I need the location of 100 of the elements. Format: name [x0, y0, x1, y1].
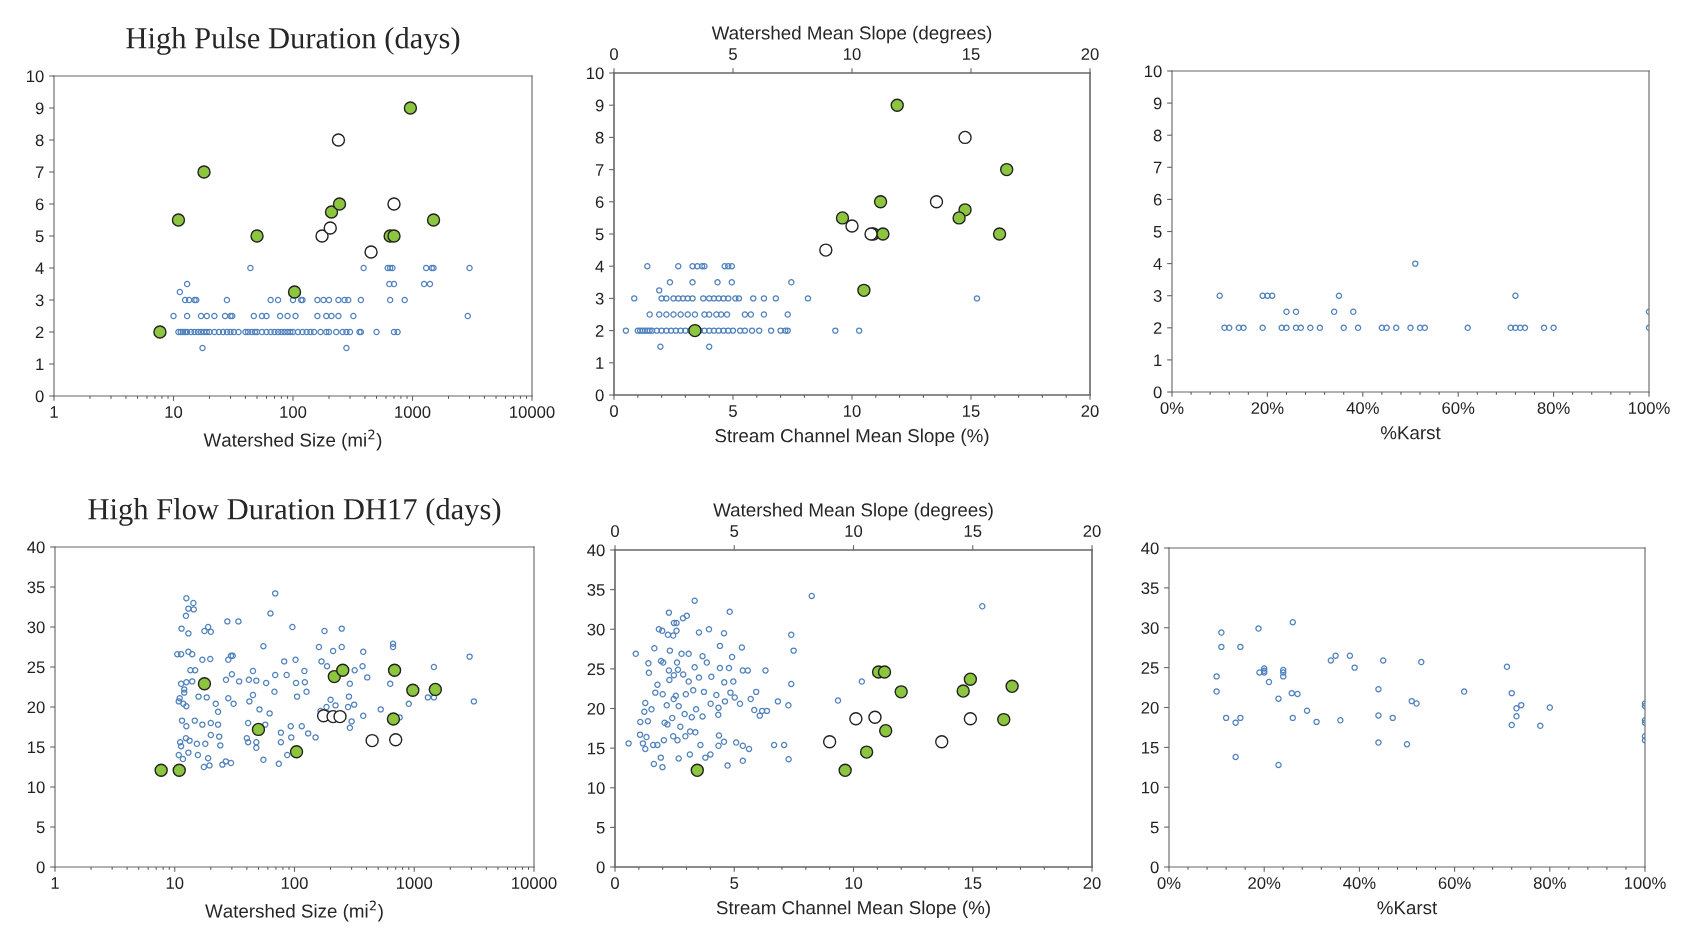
y-tick-label: 5: [1153, 226, 1162, 238]
y-tick-label: 35: [587, 584, 605, 596]
x-tick-label: 5: [729, 405, 737, 417]
y-tick-label: 40: [1141, 542, 1159, 555]
y-tick-label: 8: [1153, 129, 1162, 142]
y-tick-label: 9: [35, 102, 44, 115]
y-tick-label: 35: [27, 581, 45, 594]
chart-title: High Flow Duration DH17 (days): [88, 498, 501, 526]
y-tick-label: 0: [595, 389, 604, 402]
y-tick-label: 40: [27, 541, 45, 554]
x-tick-label: 0%: [1160, 402, 1184, 414]
x-tick-label: 60%: [1438, 877, 1471, 889]
x-tick-label: 15: [964, 877, 982, 889]
x-tick-label: 1: [50, 406, 58, 418]
x-tick-label: 100%: [1624, 877, 1666, 889]
y-tick-label: 4: [35, 262, 44, 275]
x2-tick-label: 5: [730, 525, 739, 537]
y-tick-label: 6: [35, 198, 44, 211]
x-tick-label: 20: [1083, 877, 1101, 889]
y-tick-label: 6: [1153, 193, 1162, 206]
x2-tick-label: 0: [611, 525, 619, 537]
x-tick-label: 15: [963, 405, 980, 417]
x-tick-label: 10: [844, 405, 861, 417]
y-tick-label: 5: [596, 821, 605, 834]
y-tick-label: 25: [27, 661, 45, 674]
chart-title: High Pulse Duration (days): [126, 27, 460, 55]
y-tick-label: 7: [35, 166, 44, 179]
y-tick-label: 0: [1150, 861, 1159, 874]
x-tick-label: 40%: [1346, 402, 1379, 414]
x-tick-label: 10000: [512, 877, 557, 889]
x-tick-label: 10: [166, 877, 184, 889]
y-tick-label: 10: [1145, 65, 1162, 78]
y-tick-label: 20: [587, 702, 605, 715]
y-tick-label: 25: [1141, 662, 1159, 674]
y-tick-label: 0: [35, 390, 44, 403]
y-tick-label: 3: [1153, 290, 1162, 302]
y-tick-label: 4: [1153, 258, 1162, 270]
y-tick-label: 30: [587, 623, 605, 636]
x-axis-title: %Karst: [1377, 901, 1438, 915]
y-tick-label: 2: [35, 326, 44, 339]
y-tick-label: 20: [1141, 701, 1159, 714]
x2-tick-label: 10: [844, 48, 861, 60]
y-tick-label: 0: [1153, 386, 1162, 399]
x2-tick-label: 5: [729, 48, 737, 60]
x-tick-label: 10: [165, 406, 183, 418]
y-tick-label: 6: [595, 196, 604, 208]
x-axis-title: Stream Channel Mean Slope (%): [716, 900, 990, 919]
y-tick-label: 10: [1142, 781, 1159, 794]
x-tick-label: 40%: [1343, 877, 1376, 889]
y-tick-label: 3: [35, 294, 44, 307]
y-tick-label: 40: [587, 544, 605, 557]
y-tick-label: 1: [596, 357, 604, 369]
y-tick-label: 4: [595, 260, 604, 273]
x-tick-label: 80%: [1537, 402, 1570, 414]
y-tick-label: 10: [587, 67, 604, 80]
x-tick-label: 20%: [1251, 402, 1284, 414]
y-tick-label: 8: [595, 131, 604, 144]
x-axis-title: Watershed Size (mi$^{2}$): [205, 900, 383, 922]
y-tick-label: 9: [595, 99, 604, 112]
y-tick-label: 8: [35, 134, 44, 147]
x2-tick-label: 0: [610, 48, 618, 60]
y-tick-label: 9: [1153, 97, 1162, 110]
y-tick-label: 5: [35, 230, 44, 243]
x-tick-label: 0: [611, 877, 619, 889]
y-tick-label: 5: [595, 228, 604, 241]
x-axis-title: Stream Channel Mean Slope (%): [715, 428, 989, 447]
y-tick-label: 7: [595, 164, 604, 176]
y-tick-label: 5: [1150, 821, 1159, 834]
y-tick-label: 3: [595, 292, 604, 305]
y-tick-label: 35: [1141, 582, 1159, 595]
y-tick-label: 0: [36, 861, 45, 874]
x-tick-label: 5: [730, 877, 739, 889]
x-tick-label: 80%: [1533, 877, 1566, 889]
x2-tick-label: 15: [964, 525, 982, 537]
x2-tick-label: 15: [963, 48, 980, 60]
y-tick-label: 2: [1153, 322, 1162, 334]
x2-axis-title: Watershed Mean Slope (degrees): [713, 502, 993, 521]
y-tick-label: 20: [27, 701, 45, 714]
x-tick-label: 10000: [510, 406, 555, 418]
x2-axis-title: Watershed Mean Slope (degrees): [711, 25, 992, 44]
x-tick-label: 10: [845, 877, 863, 889]
x-tick-label: 1000: [395, 406, 431, 418]
y-tick-label: 10: [27, 70, 44, 83]
x-tick-label: 0: [610, 405, 618, 417]
x-tick-label: 0%: [1157, 877, 1181, 889]
y-tick-label: 10: [588, 782, 605, 794]
x-tick-label: 60%: [1442, 402, 1475, 414]
y-tick-label: 15: [588, 742, 605, 755]
x-tick-label: 100: [281, 877, 308, 889]
y-tick-label: 0: [596, 861, 605, 874]
y-tick-label: 1: [36, 358, 44, 371]
x-axis-title: Watershed Size (mi$^{2}$): [203, 429, 382, 451]
y-tick-label: 10: [28, 781, 45, 794]
y-tick-label: 15: [28, 741, 45, 754]
y-tick-label: 1: [1154, 354, 1162, 366]
x-tick-label: 20: [1081, 405, 1099, 417]
x-tick-label: 100: [280, 406, 307, 418]
x2-tick-label: 10: [845, 525, 863, 537]
y-tick-label: 15: [1142, 741, 1159, 754]
x2-tick-label: 20: [1081, 48, 1099, 60]
